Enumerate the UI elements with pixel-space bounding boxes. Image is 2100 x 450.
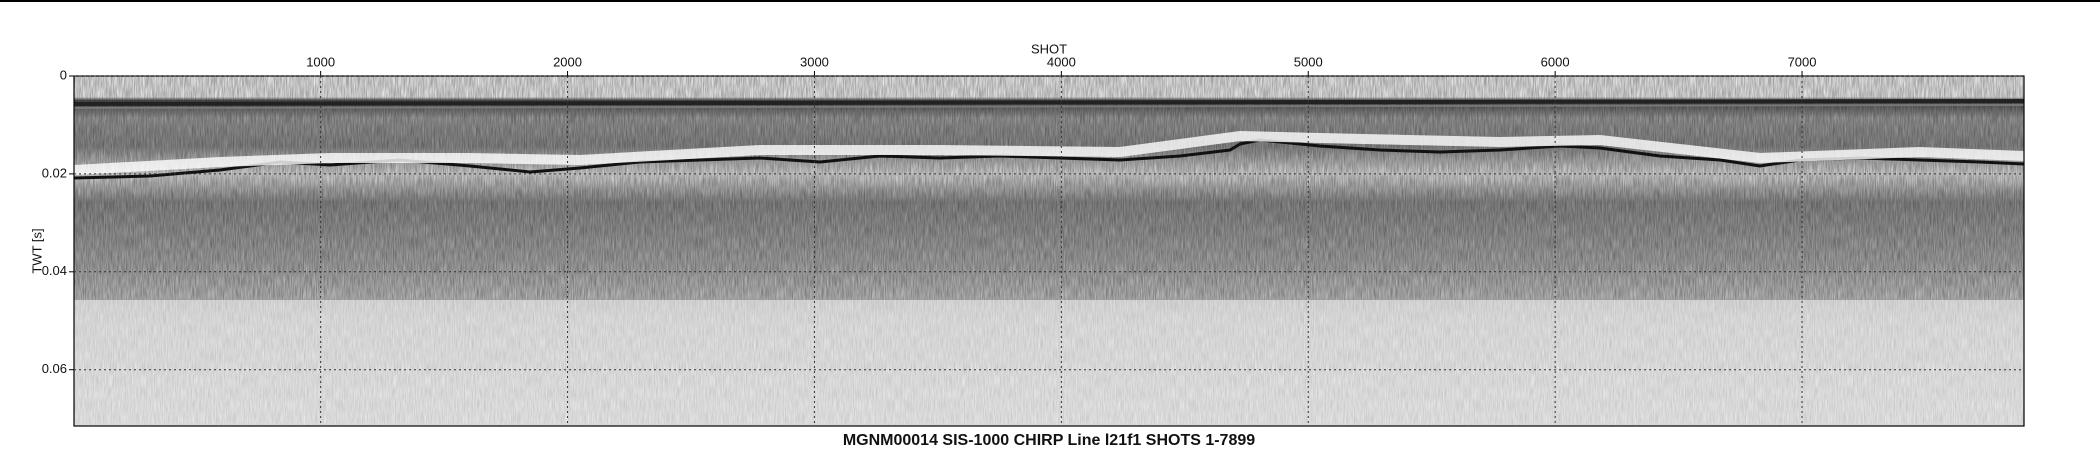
- x-tick-label: 6000: [1541, 54, 1570, 69]
- chart-title: MGNM00014 SIS-1000 CHIRP Line l21f1 SHOT…: [843, 432, 1255, 449]
- y-tick-label: 0.04: [42, 263, 67, 278]
- y-tick-label: 0.02: [42, 165, 67, 180]
- y-axis-label: TWT [s]: [29, 228, 44, 273]
- x-tick-label: 5000: [1294, 54, 1323, 69]
- y-tick-label: 0: [60, 67, 67, 82]
- x-tick-label: 3000: [800, 54, 829, 69]
- x-tick-label: 4000: [1047, 54, 1076, 69]
- x-tick-label: 2000: [553, 54, 582, 69]
- y-tick-label: 0.06: [42, 361, 67, 376]
- x-tick-label: 7000: [1788, 54, 1817, 69]
- seismic-image: [74, 76, 2024, 426]
- x-axis-label: SHOT: [1031, 41, 1067, 56]
- x-tick-label: 1000: [306, 54, 335, 69]
